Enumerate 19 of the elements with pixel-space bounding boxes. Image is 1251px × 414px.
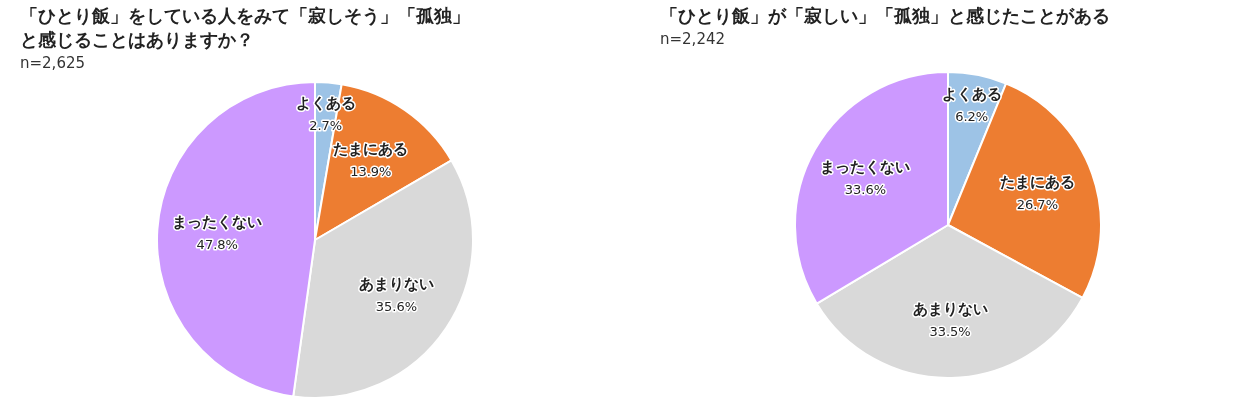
slice-label: よくある [941, 84, 1002, 103]
slice-label: あまりない [912, 299, 988, 318]
data-label: 33.5% [929, 323, 971, 339]
chart-title: 「ひとり飯」が「寂しい」「孤独」と感じたことがある [660, 5, 1110, 26]
slice-label: あまりない [358, 274, 434, 293]
data-label: 35.6% [375, 298, 418, 314]
slice-label: よくある [295, 94, 356, 113]
data-label: 6.2% [955, 108, 989, 124]
slice-label: まったくない [172, 213, 263, 232]
data-label: 13.9% [350, 163, 392, 179]
chart-title: 「ひとり飯」をしている人をみて「寂しそう」「孤独」と感じることはありますか？ [20, 5, 470, 50]
data-label: 33.6% [844, 182, 887, 198]
slice-label: たまにある [999, 173, 1075, 192]
slice-label: まったくない [820, 158, 911, 177]
chart-subtitle: n=2,242 [660, 30, 726, 48]
data-label: 26.7% [1016, 197, 1059, 213]
chart-subtitle: n=2,625 [20, 54, 86, 72]
data-label: 47.8% [196, 237, 238, 253]
slice-label: たまにある [333, 139, 409, 158]
